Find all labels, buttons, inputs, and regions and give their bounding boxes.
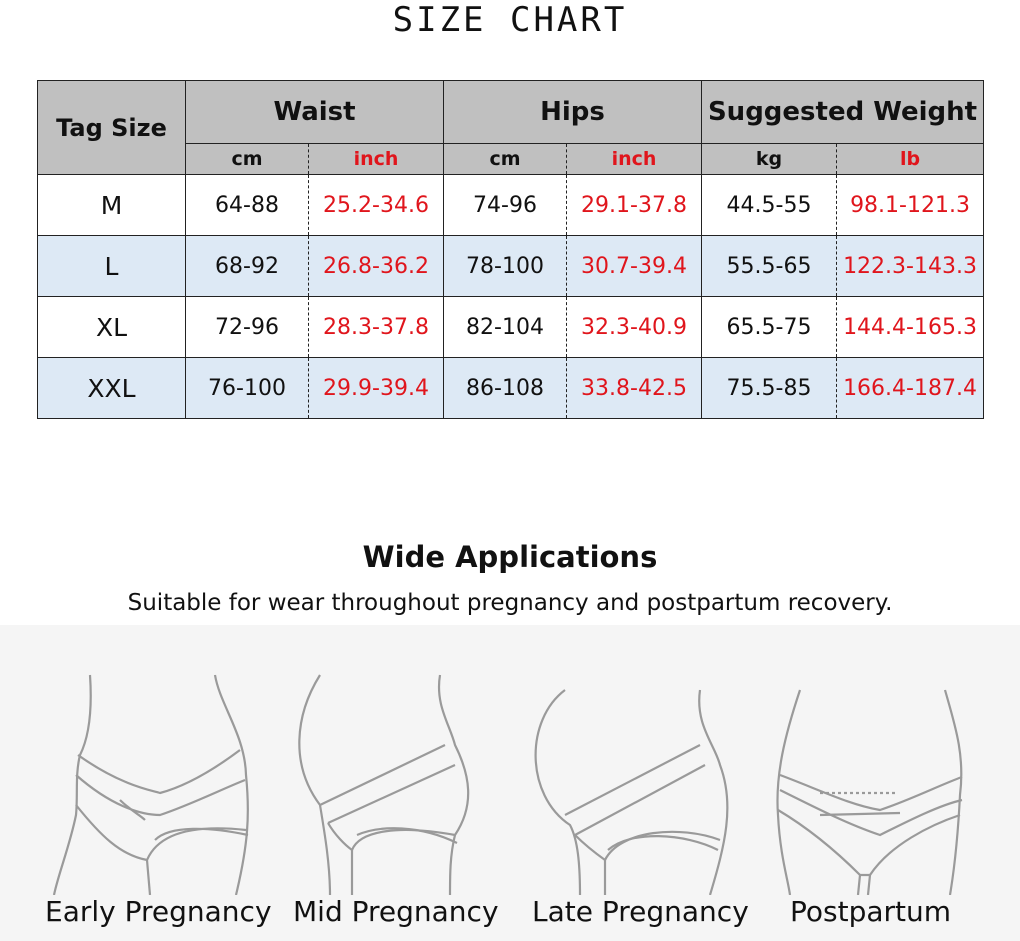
hips-header: Hips	[442, 80, 703, 144]
postpartum-illustration-icon	[770, 665, 970, 895]
hips-inch-cell: 33.8-42.5	[565, 357, 703, 419]
unit-header-inch: inch	[565, 143, 703, 175]
weight-kg-cell: 75.5-85	[701, 357, 838, 419]
weight-lb-cell: 122.3-143.3	[836, 235, 985, 297]
weight-lb-cell: 144.4-165.3	[836, 296, 985, 358]
table-row: XXL 76-100 29.9-39.4 86-108 33.8-42.5 75…	[37, 357, 985, 419]
hips-cm-cell: 86-108	[443, 357, 567, 419]
late-pregnancy-illustration-icon	[520, 665, 730, 895]
waist-cm-cell: 64-88	[185, 174, 309, 236]
unit-header-kg: kg	[701, 143, 838, 175]
weight-lb-cell: 98.1-121.3	[836, 174, 985, 236]
stage-label-early: Early Pregnancy	[45, 895, 272, 928]
waist-header: Waist	[185, 80, 444, 144]
early-pregnancy-illustration-icon	[50, 665, 260, 895]
weight-header: Suggested Weight	[701, 80, 985, 144]
size-chart-title: SIZE CHART	[392, 0, 628, 40]
mid-pregnancy-illustration-icon	[290, 665, 490, 895]
stage-label-late: Late Pregnancy	[532, 895, 749, 928]
waist-cm-cell: 72-96	[185, 296, 309, 358]
hips-inch-cell: 29.1-37.8	[565, 174, 703, 236]
unit-header-lb: lb	[836, 143, 985, 175]
size-cell: M	[37, 174, 186, 236]
size-chart-table: Tag Size Waist Hips Suggested Weight cm …	[37, 80, 985, 419]
waist-cm-cell: 68-92	[185, 235, 309, 297]
hips-cm-cell: 82-104	[443, 296, 567, 358]
waist-inch-cell: 26.8-36.2	[308, 235, 444, 297]
applications-subtitle: Suitable for wear throughout pregnancy a…	[127, 590, 893, 616]
unit-header-cm: cm	[185, 143, 309, 175]
hips-inch-cell: 30.7-39.4	[565, 235, 703, 297]
unit-header-cm: cm	[443, 143, 567, 175]
size-cell: XL	[37, 296, 186, 358]
hips-inch-cell: 32.3-40.9	[565, 296, 703, 358]
table-row: M 64-88 25.2-34.6 74-96 29.1-37.8 44.5-5…	[37, 174, 985, 236]
waist-inch-cell: 29.9-39.4	[308, 357, 444, 419]
table-row: L 68-92 26.8-36.2 78-100 30.7-39.4 55.5-…	[37, 235, 985, 297]
weight-kg-cell: 65.5-75	[701, 296, 838, 358]
waist-inch-cell: 28.3-37.8	[308, 296, 444, 358]
applications-title: Wide Applications	[362, 540, 658, 574]
table-row: XL 72-96 28.3-37.8 82-104 32.3-40.9 65.5…	[37, 296, 985, 358]
stage-label-mid: Mid Pregnancy	[293, 895, 499, 928]
applications-illustrations: Early Pregnancy Mid Pregnancy Late Pregn…	[0, 625, 1020, 941]
weight-kg-cell: 55.5-65	[701, 235, 838, 297]
unit-header-inch: inch	[308, 143, 444, 175]
waist-inch-cell: 25.2-34.6	[308, 174, 444, 236]
waist-cm-cell: 76-100	[185, 357, 309, 419]
weight-lb-cell: 166.4-187.4	[836, 357, 985, 419]
tag-size-header: Tag Size	[37, 80, 186, 175]
size-cell: L	[37, 235, 186, 297]
hips-cm-cell: 78-100	[443, 235, 567, 297]
hips-cm-cell: 74-96	[443, 174, 567, 236]
size-cell: XXL	[37, 357, 186, 419]
weight-kg-cell: 44.5-55	[701, 174, 838, 236]
stage-label-postpartum: Postpartum	[790, 895, 952, 928]
